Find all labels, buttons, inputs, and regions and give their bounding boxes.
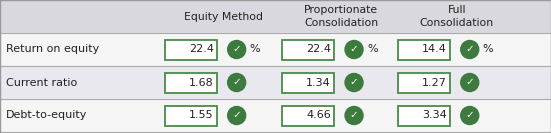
FancyBboxPatch shape	[398, 40, 450, 59]
Bar	[0, 66, 551, 99]
FancyBboxPatch shape	[398, 105, 450, 126]
Circle shape	[228, 74, 246, 92]
Text: 1.34: 1.34	[306, 78, 331, 88]
Circle shape	[228, 41, 246, 59]
Circle shape	[461, 107, 479, 124]
Text: 1.27: 1.27	[422, 78, 447, 88]
Text: ✓: ✓	[350, 77, 358, 87]
Text: Current ratio: Current ratio	[6, 78, 77, 88]
Text: Return on equity: Return on equity	[6, 45, 99, 55]
Text: %: %	[367, 45, 377, 55]
Text: Debt-to-equity: Debt-to-equity	[6, 111, 87, 120]
Circle shape	[461, 74, 479, 92]
Bar	[0, 99, 551, 132]
Text: 1.55: 1.55	[189, 111, 214, 120]
FancyBboxPatch shape	[165, 105, 217, 126]
Text: Equity Method: Equity Method	[184, 11, 263, 22]
FancyBboxPatch shape	[398, 72, 450, 92]
Text: ✓: ✓	[466, 44, 474, 54]
FancyBboxPatch shape	[282, 105, 334, 126]
FancyBboxPatch shape	[282, 40, 334, 59]
Text: %: %	[250, 45, 260, 55]
Bar	[0, 33, 551, 66]
Text: ✓: ✓	[466, 77, 474, 87]
Circle shape	[228, 107, 246, 124]
Text: ✓: ✓	[233, 110, 241, 120]
Text: ✓: ✓	[233, 44, 241, 54]
Text: 3.34: 3.34	[422, 111, 447, 120]
Text: 22.4: 22.4	[306, 45, 331, 55]
FancyBboxPatch shape	[165, 72, 217, 92]
Text: 22.4: 22.4	[188, 45, 214, 55]
Text: 14.4: 14.4	[422, 45, 447, 55]
Bar	[0, 0, 551, 33]
Text: ✓: ✓	[350, 44, 358, 54]
Text: ✓: ✓	[350, 110, 358, 120]
Text: %: %	[483, 45, 493, 55]
Text: 1.68: 1.68	[189, 78, 214, 88]
Circle shape	[345, 41, 363, 59]
Text: Full
Consolidation: Full Consolidation	[420, 5, 494, 28]
Text: 4.66: 4.66	[306, 111, 331, 120]
FancyBboxPatch shape	[282, 72, 334, 92]
Circle shape	[345, 107, 363, 124]
FancyBboxPatch shape	[165, 40, 217, 59]
Circle shape	[461, 41, 479, 59]
Text: Proportionate
Consolidation: Proportionate Consolidation	[304, 5, 378, 28]
Text: ✓: ✓	[466, 110, 474, 120]
Circle shape	[345, 74, 363, 92]
Text: ✓: ✓	[233, 77, 241, 87]
